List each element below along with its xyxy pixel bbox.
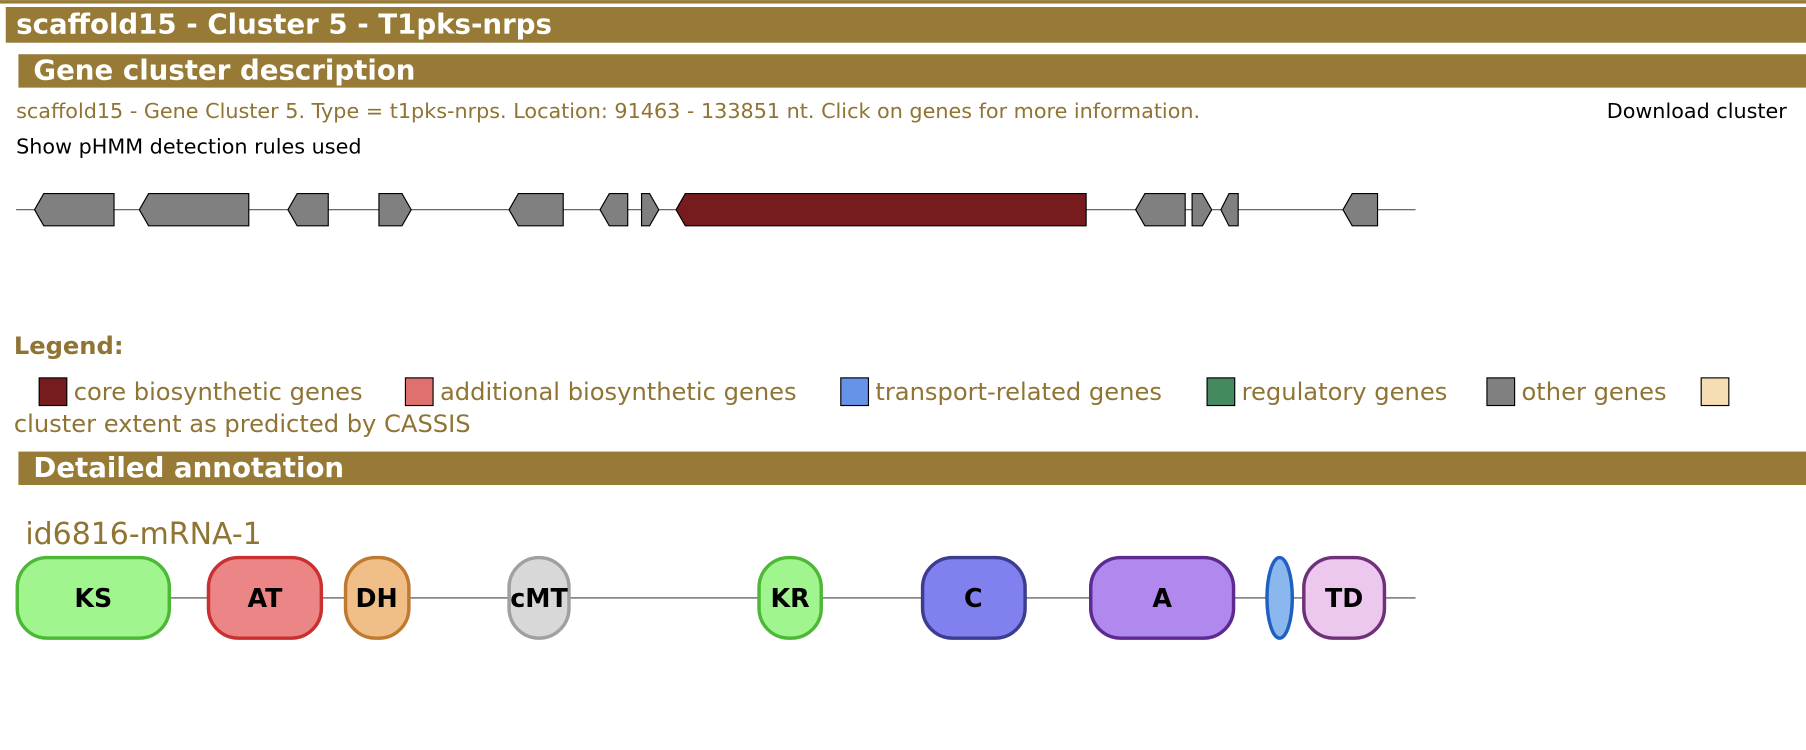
download-link[interactable]: Download cluster bbox=[1607, 99, 1788, 123]
top-rule bbox=[0, 0, 1806, 4]
section-title: Gene cluster description bbox=[33, 54, 415, 87]
gene[interactable] bbox=[675, 193, 1087, 227]
domain[interactable] bbox=[507, 555, 571, 640]
section-title: Detailed annotation bbox=[33, 451, 344, 484]
legend-swatch bbox=[1486, 377, 1516, 407]
gene[interactable] bbox=[508, 193, 564, 227]
domain-label: TD bbox=[1325, 583, 1363, 613]
legend-title: Legend: bbox=[14, 332, 124, 360]
gene[interactable] bbox=[1342, 193, 1379, 227]
legend-label: core biosynthetic genes bbox=[74, 378, 363, 406]
gene[interactable] bbox=[599, 193, 629, 227]
header-bar bbox=[5, 7, 1806, 43]
legend-label: additional biosynthetic genes bbox=[440, 378, 797, 406]
legend: core biosynthetic genes additional biosy… bbox=[14, 377, 1730, 438]
domain-label: cMT bbox=[510, 583, 568, 613]
gene[interactable] bbox=[1220, 193, 1239, 227]
domain[interactable] bbox=[1089, 555, 1236, 640]
domain-label: KR bbox=[771, 583, 810, 613]
domain[interactable] bbox=[757, 555, 823, 640]
domain-label: C bbox=[964, 583, 983, 613]
gene[interactable] bbox=[33, 193, 115, 227]
legend-swatch bbox=[1206, 377, 1236, 407]
gene[interactable] bbox=[1134, 193, 1186, 227]
gene[interactable] bbox=[640, 193, 660, 227]
domain-label: DH bbox=[356, 583, 398, 613]
rules-link[interactable]: Show pHMM detection rules used bbox=[16, 135, 361, 159]
domain[interactable] bbox=[343, 555, 411, 640]
description-text: scaffold15 - Gene Cluster 5. Type = t1pk… bbox=[16, 99, 1200, 123]
domain[interactable] bbox=[920, 555, 1027, 640]
legend-swatch bbox=[840, 377, 870, 407]
legend-swatch bbox=[404, 377, 434, 407]
legend-swatch bbox=[1700, 377, 1730, 407]
gene-name: id6816-mRNA-1 bbox=[25, 517, 261, 552]
gene-track bbox=[16, 193, 1416, 227]
domain[interactable] bbox=[1302, 555, 1387, 640]
header-title: scaffold15 - Cluster 5 - T1pks-nrps bbox=[16, 7, 552, 40]
domain-label: KS bbox=[74, 583, 112, 613]
domain-track: KS AT DH cMT KR C A TD bbox=[15, 555, 1416, 640]
domain[interactable] bbox=[15, 555, 172, 640]
legend-label: other genes bbox=[1522, 378, 1667, 406]
domain-label: A bbox=[1152, 583, 1172, 613]
domain[interactable] bbox=[206, 555, 324, 640]
gene[interactable] bbox=[138, 193, 250, 227]
gene[interactable] bbox=[1191, 193, 1213, 227]
section-bar bbox=[18, 451, 1806, 485]
section-bar bbox=[18, 54, 1806, 88]
legend-label: cluster extent as predicted by CASSIS bbox=[14, 410, 471, 438]
domain-label: AT bbox=[247, 583, 283, 613]
legend-label: regulatory genes bbox=[1242, 378, 1448, 406]
gene[interactable] bbox=[378, 193, 412, 227]
gene[interactable] bbox=[287, 193, 329, 227]
legend-label: transport-related genes bbox=[875, 378, 1162, 406]
legend-swatch bbox=[38, 377, 68, 407]
domain[interactable] bbox=[1265, 555, 1295, 640]
